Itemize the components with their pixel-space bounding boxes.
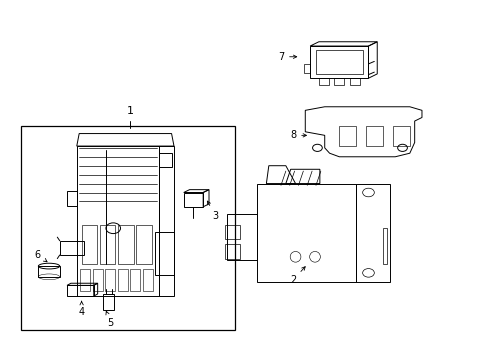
Bar: [309, 46, 368, 78]
Bar: [224, 225, 239, 239]
Text: 2: 2: [289, 267, 305, 285]
Bar: [136, 225, 151, 264]
Bar: [315, 50, 362, 74]
Bar: [118, 225, 133, 264]
Bar: [21, 126, 234, 330]
Bar: [304, 64, 309, 73]
Bar: [105, 269, 115, 291]
Bar: [366, 126, 382, 146]
Bar: [349, 78, 359, 85]
Bar: [103, 294, 114, 310]
Text: 5: 5: [106, 311, 114, 328]
Bar: [93, 269, 102, 291]
Text: 1: 1: [126, 106, 133, 116]
Text: 8: 8: [289, 130, 306, 140]
Bar: [382, 228, 386, 264]
Bar: [318, 78, 328, 85]
Bar: [334, 78, 344, 85]
Bar: [100, 225, 115, 264]
Bar: [67, 285, 94, 296]
Text: 3: 3: [207, 201, 218, 221]
Bar: [183, 193, 203, 207]
Text: 6: 6: [35, 250, 47, 262]
Bar: [224, 244, 239, 258]
Text: 7: 7: [277, 52, 296, 62]
Bar: [38, 266, 60, 277]
Bar: [142, 269, 153, 291]
Bar: [339, 126, 356, 146]
Bar: [392, 126, 409, 146]
Bar: [81, 225, 97, 264]
Text: 4: 4: [79, 301, 84, 317]
Bar: [80, 269, 90, 291]
Bar: [130, 269, 140, 291]
Bar: [118, 269, 128, 291]
